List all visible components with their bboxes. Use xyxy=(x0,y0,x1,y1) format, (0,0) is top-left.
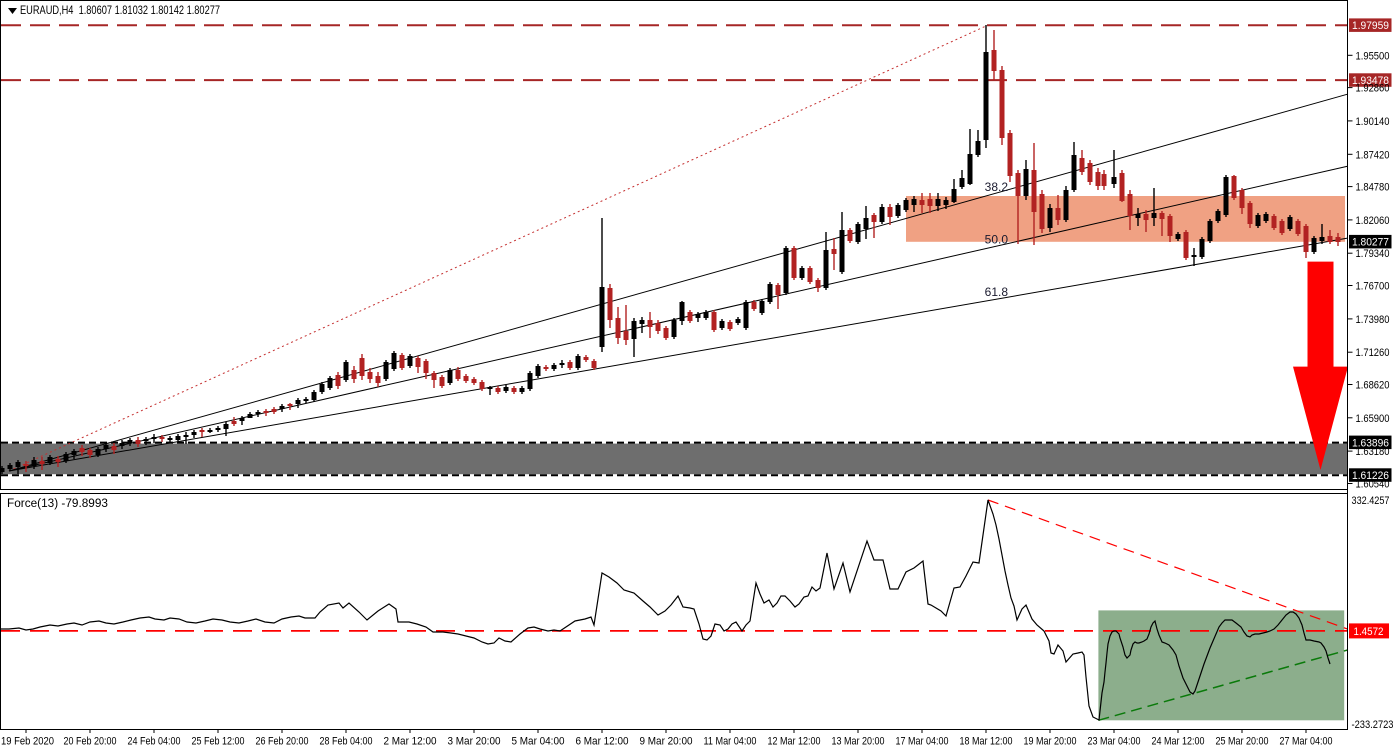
svg-text:1.73980: 1.73980 xyxy=(1356,314,1390,326)
svg-text:5 Mar 04:00: 5 Mar 04:00 xyxy=(512,736,565,748)
svg-text:1.61226: 1.61226 xyxy=(1352,470,1389,482)
svg-text:26 Feb 20:00: 26 Feb 20:00 xyxy=(256,736,309,748)
svg-text:EURAUD,H4 1.80607 1.81032 1.8: EURAUD,H4 1.80607 1.81032 1.80142 1.8027… xyxy=(20,3,220,17)
svg-text:-233.2723: -233.2723 xyxy=(1352,719,1393,731)
svg-text:18 Mar 12:00: 18 Mar 12:00 xyxy=(960,736,1013,748)
svg-text:1.79340: 1.79340 xyxy=(1356,248,1390,260)
svg-text:11 Mar 04:00: 11 Mar 04:00 xyxy=(704,736,757,748)
svg-text:3 Mar 20:00: 3 Mar 20:00 xyxy=(448,736,501,748)
svg-text:1.95500: 1.95500 xyxy=(1356,50,1390,62)
svg-text:19 Feb 2020: 19 Feb 2020 xyxy=(1,736,54,748)
svg-text:28 Feb 04:00: 28 Feb 04:00 xyxy=(320,736,373,748)
svg-text:1.93478: 1.93478 xyxy=(1352,75,1389,87)
svg-text:1.92860: 1.92860 xyxy=(1356,83,1390,95)
svg-text:12 Mar 12:00: 12 Mar 12:00 xyxy=(768,736,821,748)
svg-text:1.76700: 1.76700 xyxy=(1356,281,1390,293)
svg-text:23 Mar 04:00: 23 Mar 04:00 xyxy=(1088,736,1141,748)
svg-text:1.90140: 1.90140 xyxy=(1356,116,1390,128)
svg-text:1.63180: 1.63180 xyxy=(1356,446,1390,458)
svg-text:Force(13) -79.8993: Force(13) -79.8993 xyxy=(7,498,108,510)
svg-text:20 Feb 20:00: 20 Feb 20:00 xyxy=(64,736,117,748)
svg-text:1.97959: 1.97959 xyxy=(1352,20,1389,32)
svg-text:1.80277: 1.80277 xyxy=(1352,237,1389,249)
svg-text:1.71260: 1.71260 xyxy=(1356,347,1390,359)
svg-text:6 Mar 12:00: 6 Mar 12:00 xyxy=(576,736,629,748)
svg-text:1.84780: 1.84780 xyxy=(1356,182,1390,194)
svg-text:13 Mar 20:00: 13 Mar 20:00 xyxy=(832,736,885,748)
svg-text:17 Mar 04:00: 17 Mar 04:00 xyxy=(896,736,949,748)
svg-text:332.4257: 332.4257 xyxy=(1352,495,1390,507)
svg-text:24 Feb 04:00: 24 Feb 04:00 xyxy=(128,736,181,748)
svg-text:27 Mar 04:00: 27 Mar 04:00 xyxy=(1280,736,1333,748)
svg-text:50.0: 50.0 xyxy=(985,233,1009,247)
svg-text:38.2: 38.2 xyxy=(985,180,1009,194)
svg-text:25 Feb 12:00: 25 Feb 12:00 xyxy=(192,736,245,748)
svg-text:1.68620: 1.68620 xyxy=(1356,380,1390,392)
svg-text:1.63896: 1.63896 xyxy=(1352,437,1389,449)
svg-text:1.60540: 1.60540 xyxy=(1356,479,1390,491)
svg-text:2 Mar 12:00: 2 Mar 12:00 xyxy=(384,736,437,748)
svg-text:25 Mar 20:00: 25 Mar 20:00 xyxy=(1216,736,1269,748)
svg-text:1.87420: 1.87420 xyxy=(1356,149,1390,161)
svg-text:1.4572: 1.4572 xyxy=(1354,626,1384,638)
svg-text:1.65900: 1.65900 xyxy=(1356,413,1390,425)
svg-text:19 Mar 20:00: 19 Mar 20:00 xyxy=(1024,736,1077,748)
svg-text:61.8: 61.8 xyxy=(985,285,1009,299)
svg-text:9 Mar 20:00: 9 Mar 20:00 xyxy=(640,736,693,748)
svg-text:24 Mar 12:00: 24 Mar 12:00 xyxy=(1152,736,1205,748)
svg-text:1.82060: 1.82060 xyxy=(1356,215,1390,227)
